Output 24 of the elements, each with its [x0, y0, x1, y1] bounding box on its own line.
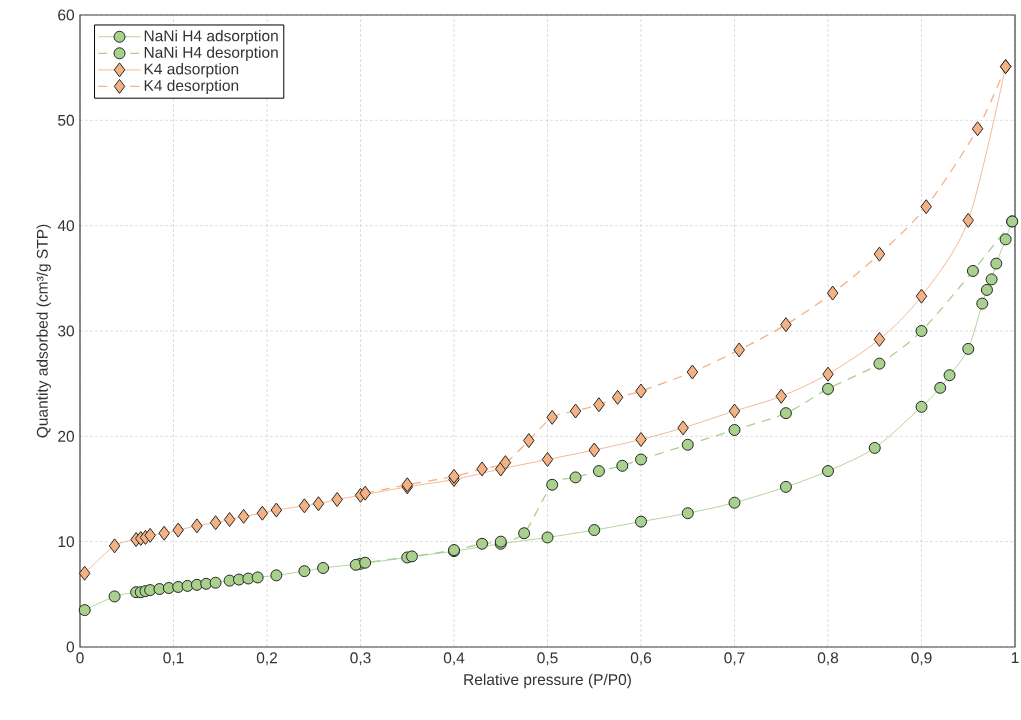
- y-tick-label: 60: [58, 9, 75, 21]
- x-tick-label: 0,5: [537, 652, 558, 666]
- y-tick-label: 0: [66, 641, 75, 653]
- legend-label: K4 desorption: [144, 79, 239, 95]
- legend-label: NaNi H4 desorption: [144, 46, 278, 61]
- y-tick-label: 30: [58, 325, 75, 337]
- x-tick-label: 0,7: [724, 652, 745, 666]
- x-tick-label: 0: [76, 652, 84, 664]
- x-tick-label: 0,3: [350, 652, 371, 666]
- x-tick-label: 0,9: [911, 652, 932, 666]
- x-axis-title: Relative pressure (P/P0): [464, 673, 631, 689]
- y-tick-label: 10: [58, 536, 75, 548]
- x-tick-label: 0,6: [630, 652, 652, 666]
- y-tick-label: 50: [58, 114, 75, 126]
- y-tick-label: 40: [57, 220, 75, 232]
- x-tick-label: 0,1: [163, 652, 184, 666]
- x-tick-label: 0,4: [443, 652, 465, 666]
- y-tick-label: 20: [58, 430, 75, 442]
- x-tick-label: 0,2: [256, 652, 277, 666]
- x-tick-label: 0,8: [817, 652, 839, 666]
- x-tick-label: 1: [1011, 652, 1019, 664]
- y-axis-title: Quantity adsorbed (cm³/g STP): [36, 224, 51, 438]
- legend-label: NaNi H4 adsorption: [144, 29, 278, 45]
- legend-label: K4 adsorption: [144, 63, 239, 78]
